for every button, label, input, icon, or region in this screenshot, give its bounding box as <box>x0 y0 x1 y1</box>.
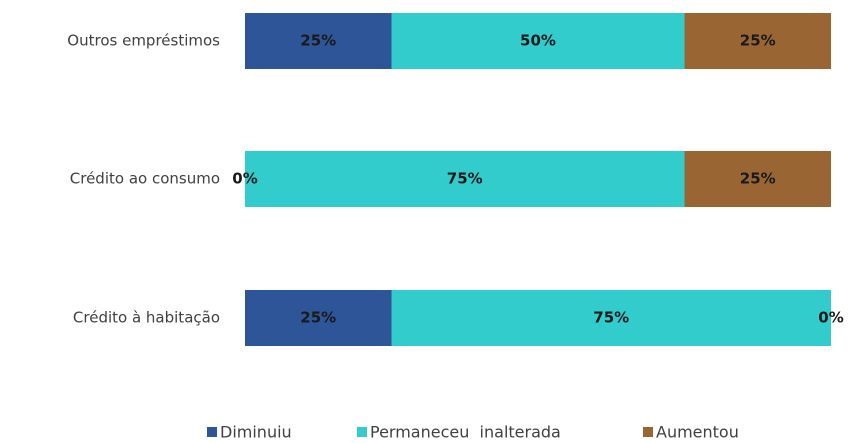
legend-label: Aumentou <box>656 423 739 442</box>
value-label: 25% <box>300 309 336 327</box>
bar-segment <box>245 13 392 69</box>
legend-label: Permaneceu inalterada <box>370 423 561 442</box>
legend-swatch <box>357 427 367 437</box>
value-label: 25% <box>300 32 336 50</box>
value-label: 50% <box>520 32 556 50</box>
bar-segment <box>391 13 685 69</box>
bar-segment <box>391 290 831 346</box>
value-label: 75% <box>593 309 629 327</box>
legend-label: Diminuiu <box>220 423 292 442</box>
category-label: Crédito à habitação <box>73 309 220 327</box>
value-label: 25% <box>740 170 776 188</box>
value-label: 25% <box>740 32 776 50</box>
category-label: Outros empréstimos <box>67 32 220 50</box>
value-label: 0% <box>818 309 843 327</box>
bar-segment <box>684 151 831 207</box>
bar-segment <box>245 290 392 346</box>
value-label: 0% <box>232 170 257 188</box>
value-label: 75% <box>447 170 483 188</box>
bar-segment <box>245 151 685 207</box>
legend-swatch <box>207 427 217 437</box>
category-label: Crédito ao consumo <box>70 170 220 188</box>
legend-swatch <box>643 427 653 437</box>
bar-segment <box>684 13 831 69</box>
